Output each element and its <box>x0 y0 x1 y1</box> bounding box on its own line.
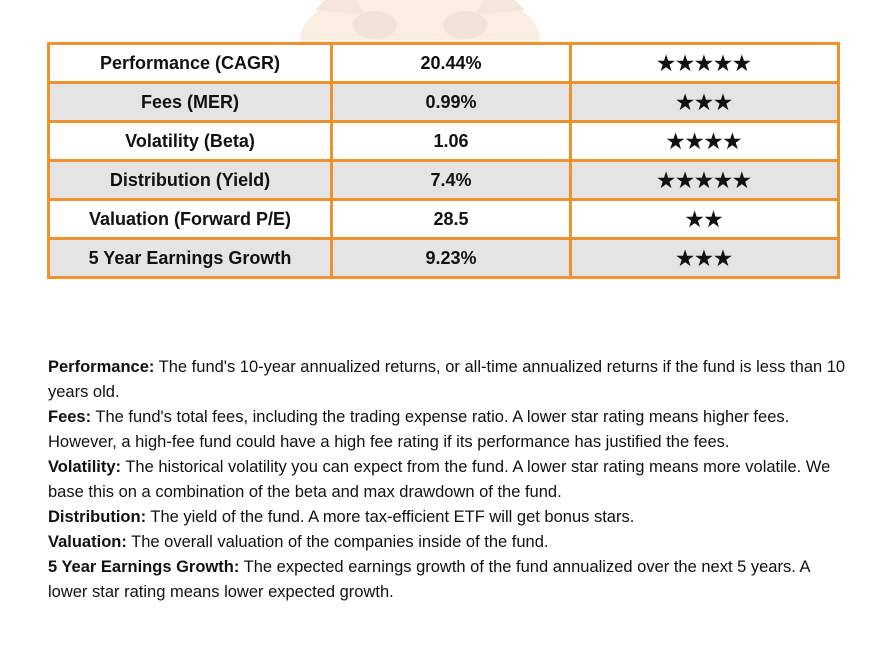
definition-term: Valuation: <box>48 533 127 551</box>
definition-term: Performance: <box>48 358 155 376</box>
row-value: 0.99% <box>330 81 572 123</box>
definition-term: Fees: <box>48 408 92 426</box>
table-row: Distribution (Yield) 7.4% ★★★★★ <box>47 159 840 201</box>
star-rating: ★★★★★ <box>569 159 840 201</box>
row-label: Performance (CAGR) <box>47 42 333 84</box>
definition-text: The expected earnings growth of the fund… <box>48 558 810 601</box>
rating-definitions: Performance: The fund's 10-year annualiz… <box>48 355 848 605</box>
definition-text: The yield of the fund. A more tax-effici… <box>146 508 635 526</box>
definition-fees: Fees: The fund's total fees, including t… <box>48 405 848 455</box>
definition-term: 5 Year Earnings Growth: <box>48 558 240 576</box>
row-label: 5 Year Earnings Growth <box>47 237 333 279</box>
table-row: Fees (MER) 0.99% ★★★ <box>47 81 840 123</box>
row-value: 7.4% <box>330 159 572 201</box>
row-label: Distribution (Yield) <box>47 159 333 201</box>
definition-earnings-growth: 5 Year Earnings Growth: The expected ear… <box>48 555 848 605</box>
table-row: Performance (CAGR) 20.44% ★★★★★ <box>47 42 840 84</box>
star-rating: ★★★★★ <box>569 42 840 84</box>
star-rating: ★★★ <box>569 237 840 279</box>
definition-valuation: Valuation: The overall valuation of the … <box>48 530 848 555</box>
table-row: Valuation (Forward P/E) 28.5 ★★ <box>47 198 840 240</box>
fund-rating-table: Performance (CAGR) 20.44% ★★★★★ Fees (ME… <box>47 42 840 279</box>
definition-volatility: Volatility: The historical volatility yo… <box>48 455 848 505</box>
row-value: 20.44% <box>330 42 572 84</box>
row-value: 9.23% <box>330 237 572 279</box>
star-rating: ★★★ <box>569 81 840 123</box>
row-value: 1.06 <box>330 120 572 162</box>
definition-performance: Performance: The fund's 10-year annualiz… <box>48 355 848 405</box>
definition-text: The fund's 10-year annualized returns, o… <box>48 358 846 401</box>
row-label: Fees (MER) <box>47 81 333 123</box>
table-row: 5 Year Earnings Growth 9.23% ★★★ <box>47 237 840 279</box>
star-rating: ★★★★ <box>569 120 840 162</box>
definition-term: Distribution: <box>48 508 147 526</box>
definition-text: The fund's total fees, including the tra… <box>48 408 790 451</box>
definition-distribution: Distribution: The yield of the fund. A m… <box>48 505 848 530</box>
definition-term: Volatility: <box>48 458 122 476</box>
row-value: 28.5 <box>330 198 572 240</box>
table-row: Volatility (Beta) 1.06 ★★★★ <box>47 120 840 162</box>
row-label: Volatility (Beta) <box>47 120 333 162</box>
definition-text: The historical volatility you can expect… <box>48 458 831 501</box>
star-rating: ★★ <box>569 198 840 240</box>
row-label: Valuation (Forward P/E) <box>47 198 333 240</box>
definition-text: The overall valuation of the companies i… <box>126 533 549 551</box>
